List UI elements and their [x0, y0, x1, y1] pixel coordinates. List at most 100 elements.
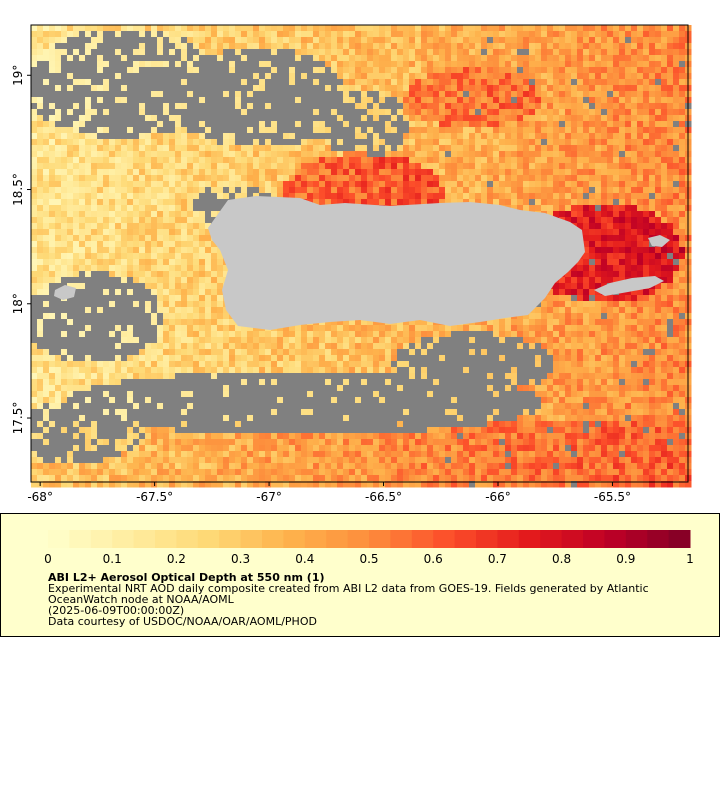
aod-cell	[481, 175, 488, 182]
aod-cell	[211, 169, 218, 176]
aod-cell	[553, 289, 560, 296]
aod-cell	[457, 169, 464, 176]
aod-cell	[265, 139, 272, 146]
aod-cell	[607, 85, 614, 92]
aod-cell	[361, 199, 368, 206]
aod-cell	[565, 115, 572, 122]
aod-cell	[127, 73, 134, 80]
aod-cell	[439, 103, 446, 110]
aod-cell	[349, 79, 356, 86]
aod-cell	[331, 67, 338, 74]
aod-cell	[181, 169, 188, 176]
aod-cell	[673, 49, 680, 56]
aod-cell	[205, 37, 212, 44]
aod-cell	[151, 193, 158, 200]
aod-cell	[211, 61, 218, 68]
aod-cell	[583, 55, 590, 62]
aod-cell	[187, 109, 194, 116]
aod-cell	[145, 145, 152, 152]
aod-cell	[415, 145, 422, 152]
aod-cell	[403, 43, 410, 50]
aod-cell	[589, 271, 596, 278]
aod-cell	[343, 43, 350, 50]
aod-cell	[433, 103, 440, 110]
aod-cell	[37, 79, 44, 86]
aod-cell	[673, 181, 680, 188]
aod-cell	[547, 193, 554, 200]
aod-cell	[457, 151, 464, 158]
aod-cell	[433, 151, 440, 158]
aod-cell	[529, 103, 536, 110]
aod-cell	[175, 103, 182, 110]
aod-cell	[631, 133, 638, 140]
aod-cell	[295, 109, 302, 116]
aod-cell	[103, 37, 110, 44]
aod-cell	[505, 193, 512, 200]
aod-cell	[289, 175, 296, 182]
aod-cell	[637, 121, 644, 128]
aod-cell	[391, 151, 398, 158]
aod-cell	[631, 151, 638, 158]
aod-cell	[157, 97, 164, 104]
aod-cell	[373, 145, 380, 152]
aod-cell	[541, 61, 548, 68]
aod-cell	[169, 271, 176, 278]
aod-cell	[409, 133, 416, 140]
aod-cell	[199, 193, 206, 200]
aod-cell	[463, 37, 470, 44]
aod-cell	[295, 181, 302, 188]
aod-cell	[355, 79, 362, 86]
aod-cell	[469, 73, 476, 80]
aod-cell	[535, 109, 542, 116]
aod-cell	[115, 253, 122, 260]
aod-cell	[133, 247, 140, 254]
aod-cell	[367, 139, 374, 146]
aod-cell	[73, 289, 80, 296]
aod-cell	[91, 259, 98, 266]
aod-cell	[553, 103, 560, 110]
aod-cell	[595, 199, 602, 206]
aod-cell	[241, 85, 248, 92]
aod-cell	[589, 199, 596, 206]
aod-cell	[253, 67, 260, 74]
aod-cell	[241, 139, 248, 146]
aod-cell	[505, 121, 512, 128]
aod-cell	[67, 193, 74, 200]
aod-cell	[55, 259, 62, 266]
aod-cell	[301, 67, 308, 74]
aod-cell	[649, 97, 656, 104]
aod-cell	[421, 139, 428, 146]
aod-cell	[631, 25, 638, 32]
aod-cell	[151, 229, 158, 236]
aod-cell	[523, 187, 530, 194]
aod-cell	[157, 235, 164, 242]
aod-cell	[61, 109, 68, 116]
aod-cell	[157, 277, 164, 284]
aod-cell	[175, 265, 182, 272]
aod-cell	[169, 31, 176, 38]
aod-cell	[205, 199, 212, 206]
aod-cell	[235, 73, 242, 80]
aod-cell	[85, 277, 92, 284]
aod-cell	[79, 205, 86, 212]
aod-cell	[637, 163, 644, 170]
aod-cell	[601, 103, 608, 110]
aod-cell	[511, 61, 518, 68]
aod-cell	[49, 85, 56, 92]
aod-cell	[103, 67, 110, 74]
aod-cell	[361, 145, 368, 152]
aod-cell	[121, 193, 128, 200]
aod-cell	[679, 205, 686, 212]
aod-cell	[109, 43, 116, 50]
aod-cell	[643, 97, 650, 104]
aod-cell	[67, 31, 74, 38]
aod-cell	[97, 253, 104, 260]
aod-cell	[661, 151, 668, 158]
aod-cell	[85, 85, 92, 92]
aod-cell	[97, 241, 104, 248]
aod-cell	[319, 37, 326, 44]
aod-cell	[121, 205, 128, 212]
aod-cell	[457, 163, 464, 170]
aod-cell	[37, 127, 44, 134]
aod-cell	[673, 73, 680, 80]
